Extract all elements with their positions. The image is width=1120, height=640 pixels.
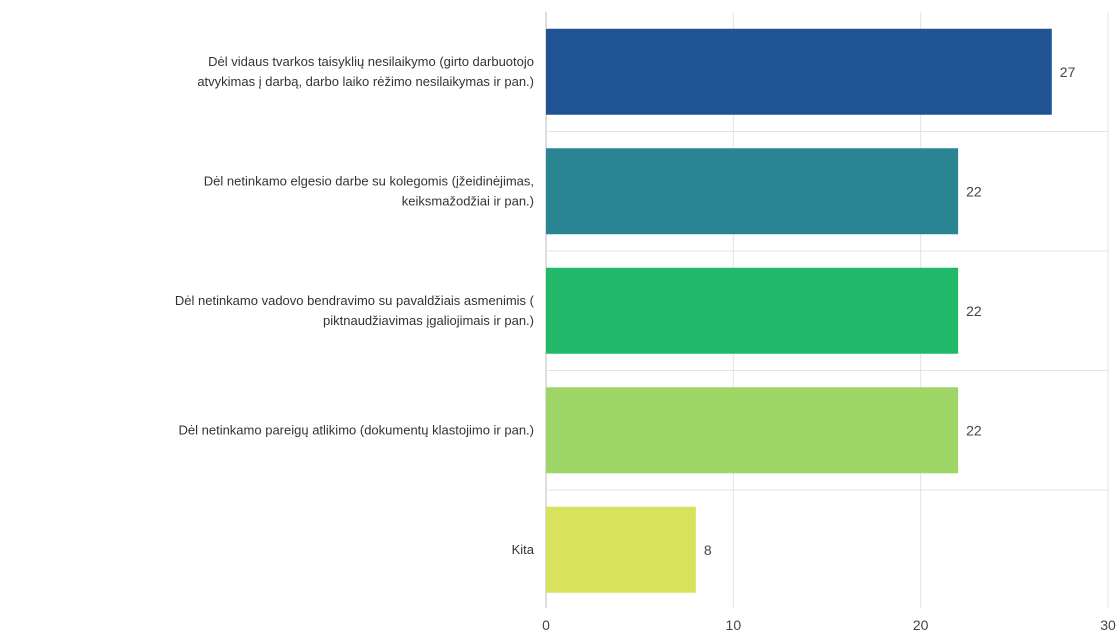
category-label-line: Dėl vidaus tvarkos taisyklių nesilaikymo…: [208, 54, 534, 69]
bar: [546, 28, 1052, 115]
category-label-line: Dėl netinkamo vadovo bendravimo su paval…: [175, 293, 535, 308]
value-label: 22: [966, 303, 982, 319]
category-label-line: Kita: [512, 542, 535, 557]
bars: [546, 28, 1052, 593]
category-labels: Dėl vidaus tvarkos taisyklių nesilaikymo…: [175, 54, 535, 557]
value-labels: 27 22 22 22 8: [704, 64, 1076, 558]
category-label-line: atvykimas į darbą, darbo laiko rėžimo ne…: [197, 74, 534, 89]
x-tick-label: 20: [913, 617, 929, 633]
value-label: 8: [704, 542, 712, 558]
category-label: Dėl netinkamo elgesio darbe su kolegomis…: [204, 173, 534, 208]
bar: [546, 387, 959, 474]
value-label: 22: [966, 183, 982, 199]
category-label-line: keiksmažodžiai ir pan.): [402, 193, 534, 208]
category-label-line: Dėl netinkamo elgesio darbe su kolegomis…: [204, 173, 534, 188]
value-label: 22: [966, 422, 982, 438]
bar: [546, 148, 959, 235]
category-label: Dėl netinkamo pareigų atlikimo (dokument…: [179, 422, 535, 437]
category-label: Dėl vidaus tvarkos taisyklių nesilaikymo…: [197, 54, 534, 89]
bar: [546, 506, 696, 593]
x-tick-label: 0: [542, 617, 550, 633]
value-label: 27: [1060, 64, 1076, 80]
category-label-line: Dėl netinkamo pareigų atlikimo (dokument…: [179, 422, 535, 437]
x-axis-ticks: 0 10 20 30: [542, 617, 1116, 633]
x-tick-label: 30: [1100, 617, 1116, 633]
category-label: Dėl netinkamo vadovo bendravimo su paval…: [175, 293, 535, 328]
bar: [546, 267, 959, 354]
category-label-line: piktnaudžiavimas įgaliojimais ir pan.): [323, 313, 534, 328]
category-label: Kita: [512, 542, 535, 557]
x-tick-label: 10: [726, 617, 742, 633]
